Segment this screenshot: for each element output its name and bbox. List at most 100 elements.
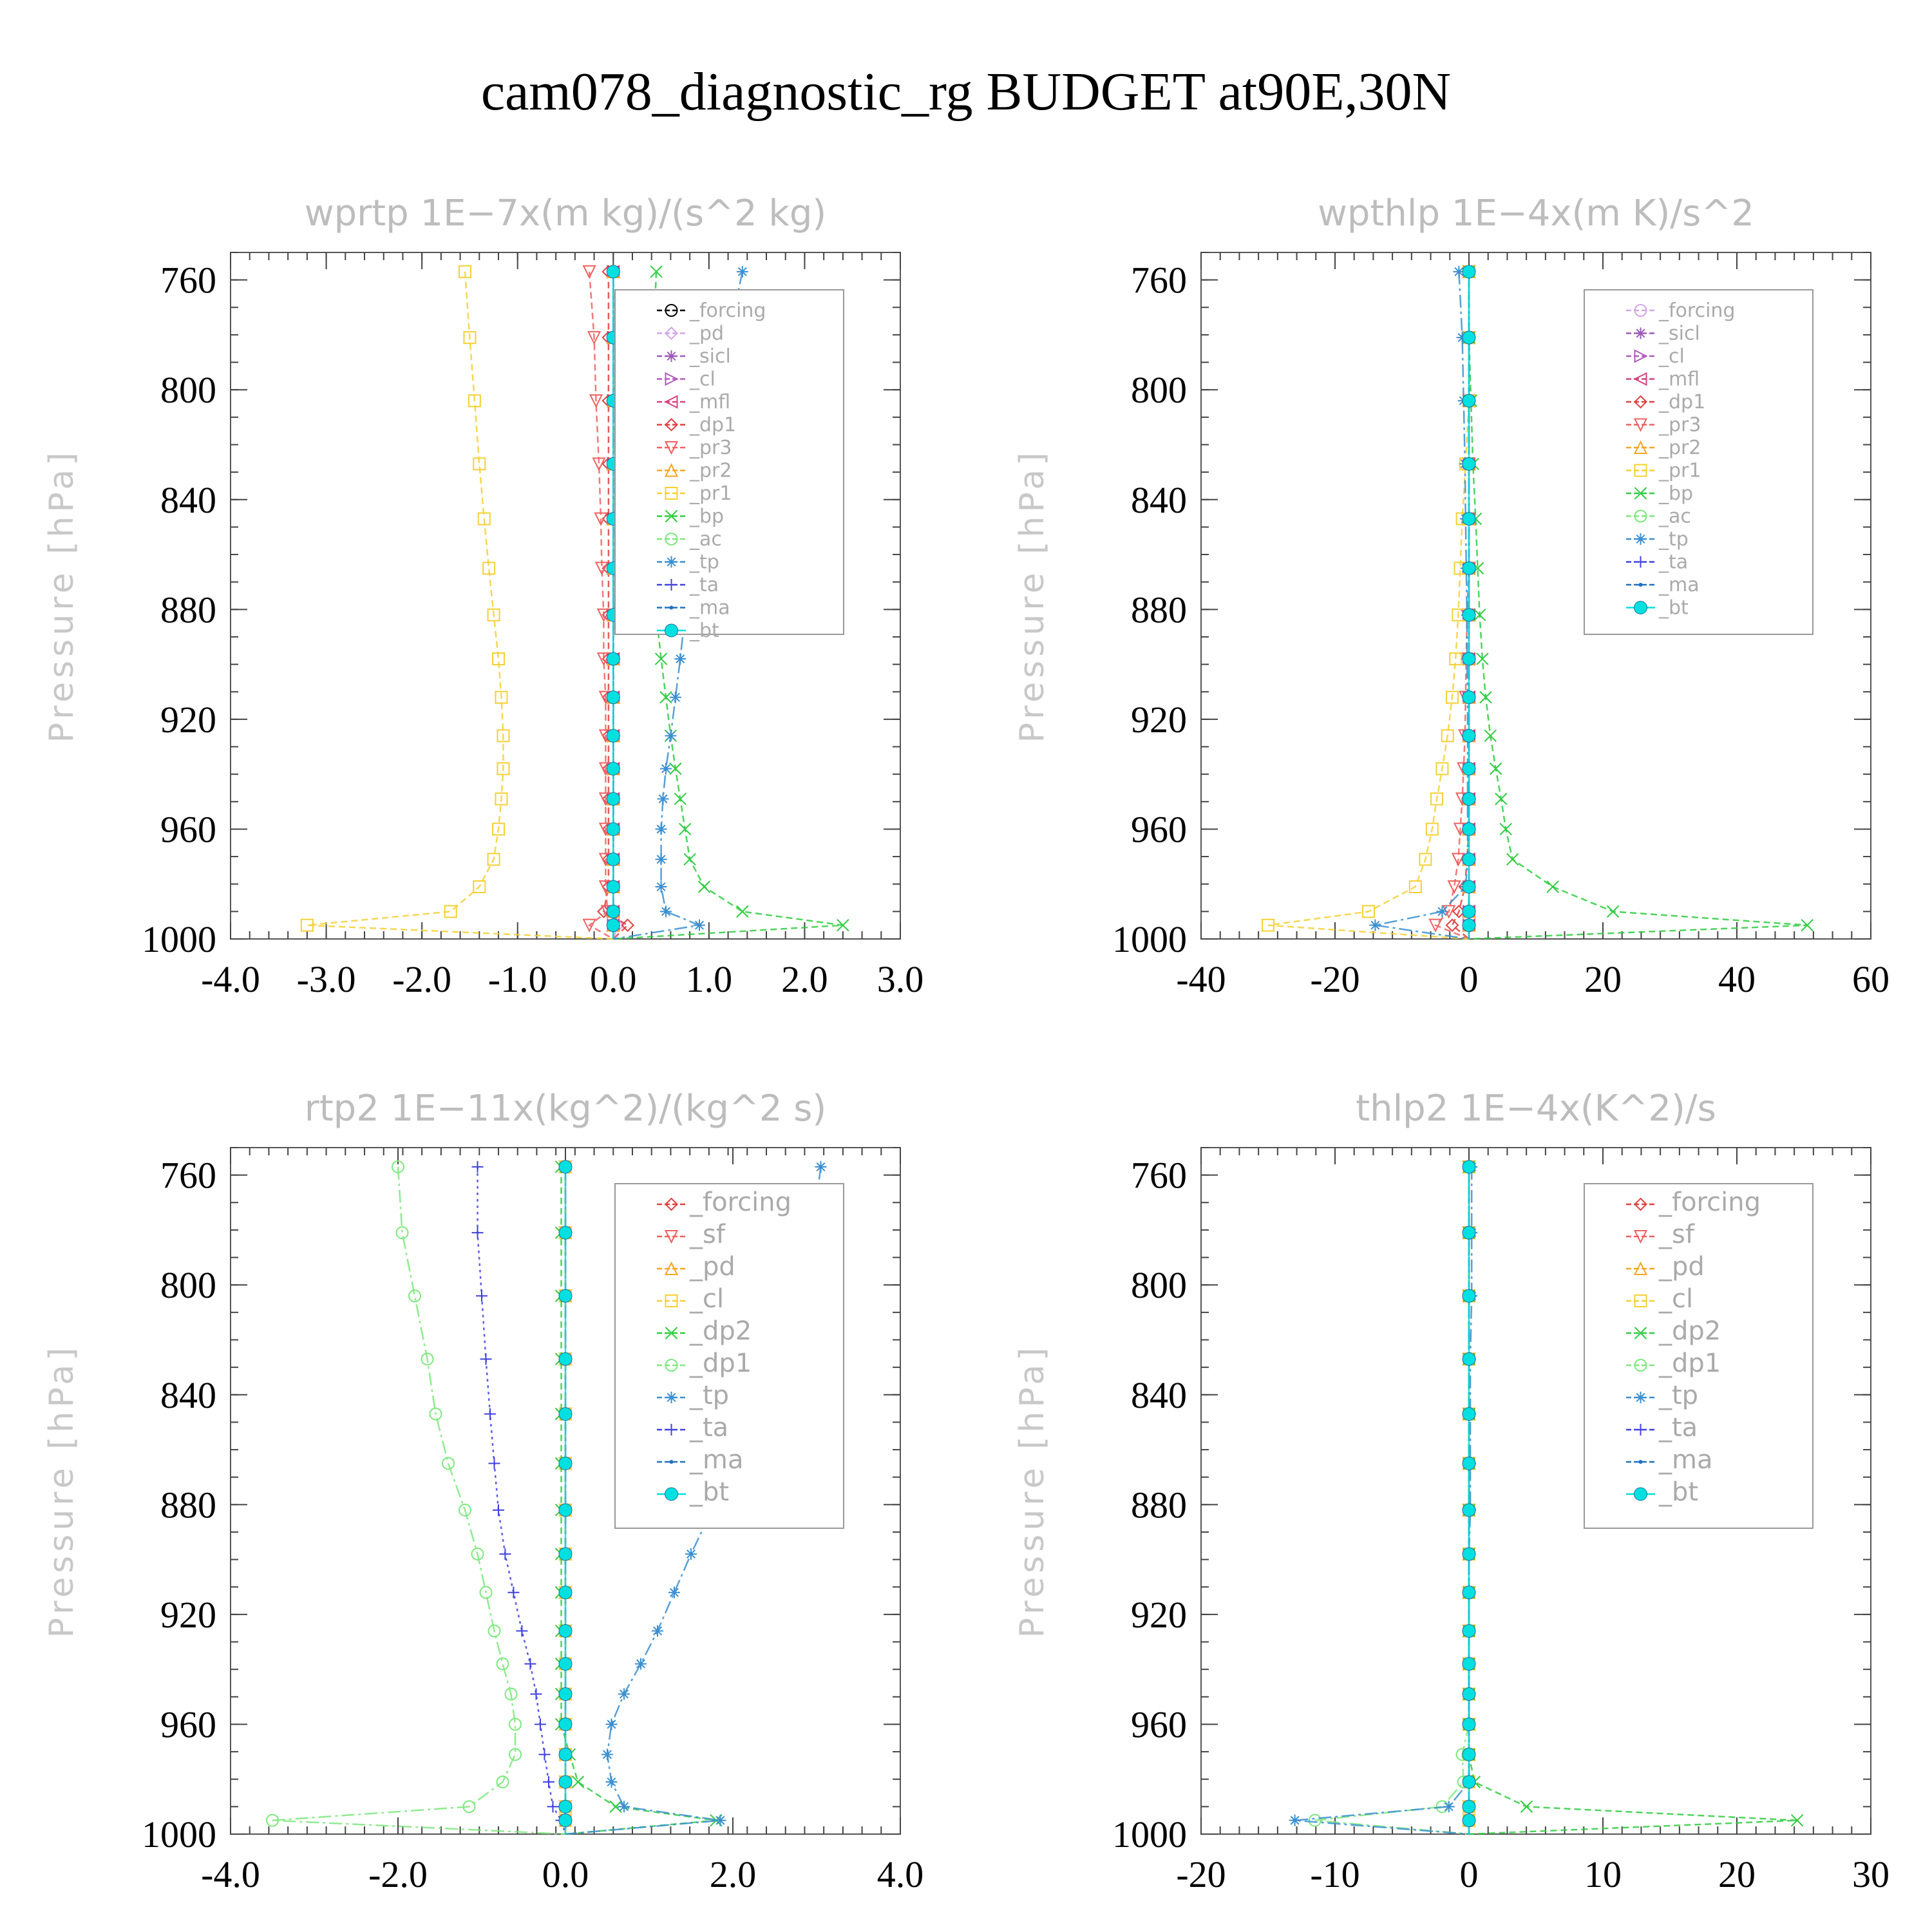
data-point xyxy=(493,1504,504,1516)
legend-marker xyxy=(669,1460,674,1464)
data-point xyxy=(1462,1160,1476,1174)
legend-label: _cl xyxy=(689,1284,724,1314)
y-tick-label: 840 xyxy=(1131,1374,1187,1416)
x-tick-label: 60 xyxy=(1852,958,1889,1000)
data-point xyxy=(605,1718,618,1730)
data-point xyxy=(1289,1814,1301,1826)
legend-marker xyxy=(665,509,678,523)
data-point xyxy=(1462,918,1476,933)
legend-marker xyxy=(665,487,678,500)
y-tick-label: 920 xyxy=(160,699,216,741)
x-tick-label: -20 xyxy=(1310,958,1359,1000)
legend-marker xyxy=(1634,1487,1647,1501)
data-point xyxy=(594,512,608,526)
legend-label: _dp1 xyxy=(689,1349,752,1378)
data-point xyxy=(1435,762,1449,775)
data-point xyxy=(558,1586,573,1600)
data-point xyxy=(736,265,748,278)
legend-marker xyxy=(1634,601,1647,614)
series-line xyxy=(1375,271,1470,940)
legend-marker xyxy=(1634,395,1647,409)
data-point xyxy=(1462,762,1476,776)
legend-marker xyxy=(1634,533,1647,545)
data-point xyxy=(1495,792,1508,806)
legend-marker xyxy=(669,605,674,610)
plot-frame xyxy=(1200,252,1871,940)
data-point xyxy=(496,1775,509,1788)
legend-marker xyxy=(664,441,679,455)
legend-label: _ma xyxy=(1658,574,1700,596)
data-point xyxy=(1462,1747,1476,1761)
series-line xyxy=(1314,1166,1470,1835)
y-tick-label: 760 xyxy=(1131,260,1187,301)
y-tick-label: 1000 xyxy=(1112,918,1187,960)
legend-label: _pr2 xyxy=(1658,437,1701,459)
series-line xyxy=(1267,271,1470,940)
data-point xyxy=(657,793,669,805)
legend-label: _sicl xyxy=(689,345,731,368)
legend-box xyxy=(614,289,844,635)
data-point xyxy=(1462,880,1476,894)
y-tick-label: 960 xyxy=(160,808,216,850)
y-tick-label: 800 xyxy=(160,369,216,411)
legend-label: _bt xyxy=(1658,1477,1698,1507)
data-point xyxy=(471,1160,484,1173)
data-point xyxy=(659,691,672,704)
data-point xyxy=(606,904,620,918)
data-point xyxy=(495,690,508,704)
data-point xyxy=(669,691,681,703)
data-point xyxy=(1446,690,1459,704)
legend-label: _pr3 xyxy=(1658,414,1701,437)
legend-marker xyxy=(665,579,677,591)
legend-label: _dp1 xyxy=(689,414,736,437)
data-point xyxy=(1262,918,1274,932)
legend-label: _tp xyxy=(1658,528,1689,551)
legend-label: _pr1 xyxy=(689,482,732,505)
data-point xyxy=(606,762,620,776)
data-point xyxy=(1462,1456,1476,1470)
data-point xyxy=(1462,728,1476,743)
legend-label: _forcing xyxy=(1658,1188,1761,1217)
data-point xyxy=(1462,1814,1476,1828)
data-point xyxy=(1428,918,1443,933)
y-tick-label: 760 xyxy=(1131,1155,1187,1197)
x-tick-label: 3.0 xyxy=(877,958,924,1000)
data-point xyxy=(1484,729,1497,743)
y-tick-label: 840 xyxy=(1131,479,1187,521)
data-point xyxy=(1462,1717,1476,1731)
data-point xyxy=(660,905,672,918)
x-tick-label: -10 xyxy=(1310,1853,1359,1895)
legend-label: _bp xyxy=(689,506,724,528)
legend-label: _ma xyxy=(689,1445,743,1475)
data-point xyxy=(606,728,620,743)
data-point xyxy=(1462,1799,1476,1814)
x-tick-label: -40 xyxy=(1176,958,1226,1000)
legend-label: _pd xyxy=(689,1252,735,1282)
data-point xyxy=(444,905,457,918)
data-point xyxy=(558,1456,573,1470)
plot-frame xyxy=(230,252,901,940)
legend-label: _pr2 xyxy=(689,460,732,482)
series-tp xyxy=(1369,265,1473,940)
data-point xyxy=(1462,608,1476,622)
data-point xyxy=(1462,652,1476,666)
x-tick-label: 30 xyxy=(1852,1853,1889,1895)
data-point xyxy=(429,1407,442,1421)
data-point xyxy=(621,918,634,933)
series-line xyxy=(307,271,614,940)
x-tick-label: 1.0 xyxy=(686,958,733,1000)
legend-marker xyxy=(665,304,678,317)
legend-label: _pr1 xyxy=(1658,460,1701,482)
plot-frame xyxy=(1200,1147,1871,1835)
legend-marker xyxy=(664,395,678,409)
data-point xyxy=(694,919,705,931)
data-point xyxy=(1462,393,1476,408)
data-point xyxy=(1462,690,1476,705)
legend-marker xyxy=(1634,487,1647,500)
legend-marker xyxy=(1638,1460,1643,1464)
series-pr1 xyxy=(300,265,614,940)
data-point xyxy=(618,1801,630,1813)
data-point xyxy=(558,1160,573,1174)
legend-label: _sf xyxy=(1658,1220,1695,1249)
y-tick-label: 760 xyxy=(160,1155,216,1197)
